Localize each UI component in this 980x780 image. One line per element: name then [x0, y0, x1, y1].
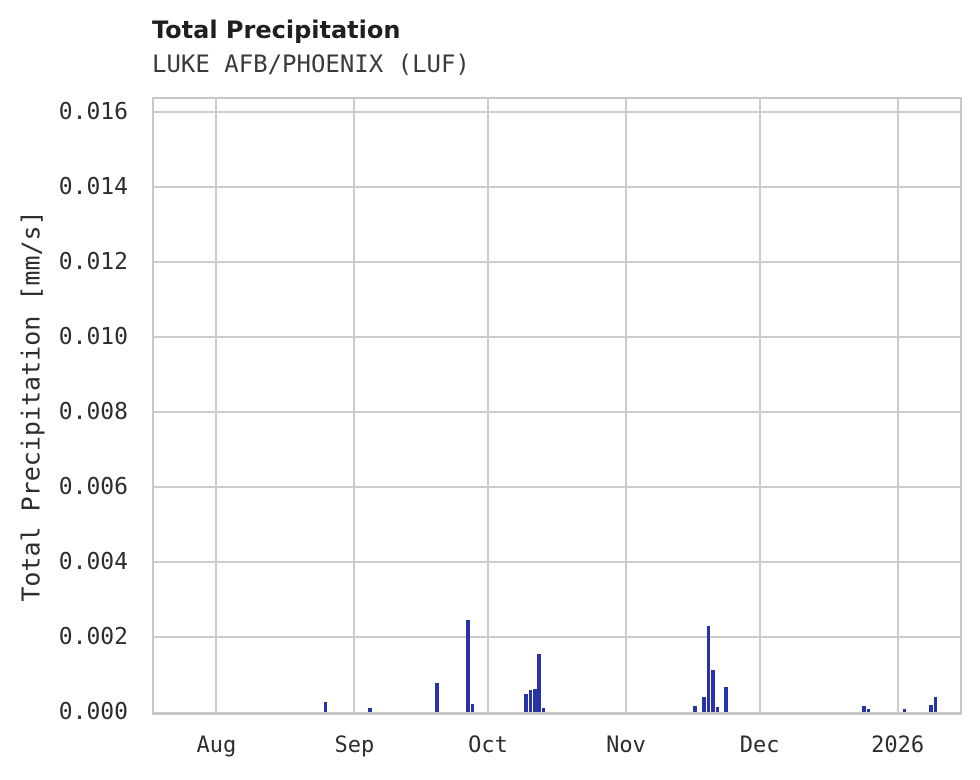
chart-subtitle: LUKE AFB/PHOENIX (LUF) — [152, 50, 470, 78]
gridline-y — [154, 411, 960, 414]
precip-bar — [537, 653, 541, 712]
precip-bar — [368, 707, 372, 712]
gridline-y — [154, 486, 960, 489]
gridline-y — [154, 186, 960, 189]
chart-title: Total Precipitation — [152, 16, 401, 44]
precip-bar — [524, 694, 528, 712]
precip-bar — [693, 706, 697, 712]
y-tick-label: 0.000 — [58, 699, 128, 725]
precip-bar — [434, 683, 439, 712]
gridline-x — [353, 99, 356, 712]
y-tick-label: 0.008 — [58, 399, 128, 426]
gridline-x — [215, 99, 218, 712]
x-tick-label: Aug — [196, 733, 237, 758]
precip-bar — [466, 619, 470, 712]
precip-bar — [724, 687, 728, 712]
y-tick-label: 0.014 — [58, 174, 128, 201]
y-tick-label: 0.012 — [58, 249, 128, 276]
x-tick-label: 2026 — [871, 733, 925, 758]
x-tick-label: Dec — [739, 733, 780, 758]
precip-bar — [323, 701, 328, 712]
gridline-x — [625, 99, 628, 712]
gridline-y — [154, 561, 960, 564]
precip-bar — [532, 688, 537, 712]
precip-bar — [715, 707, 720, 712]
precip-bar — [862, 706, 867, 712]
precip-bar — [706, 626, 711, 712]
y-tick-label: 0.006 — [58, 474, 128, 501]
precip-bar — [933, 697, 938, 712]
gridline-y — [154, 261, 960, 264]
y-tick-label: 0.004 — [58, 549, 128, 576]
precip-bar — [541, 707, 546, 712]
gridline-y — [154, 636, 960, 639]
gridline-y — [154, 111, 960, 114]
x-tick-label: Nov — [606, 733, 646, 758]
precip-bar — [902, 709, 907, 712]
precip-bar — [711, 669, 715, 712]
gridline-y — [154, 336, 960, 339]
gridline-x — [896, 99, 899, 712]
x-tick-label: Oct — [468, 733, 508, 758]
precip-bar — [929, 705, 933, 712]
gridline-x — [758, 99, 761, 712]
precip-bar — [702, 697, 706, 712]
x-tick-label: Sep — [334, 733, 375, 758]
precip-bar — [866, 709, 871, 712]
y-tick-label: 0.002 — [58, 624, 128, 651]
precip-bar — [528, 690, 533, 712]
y-tick-label: 0.010 — [58, 324, 128, 351]
y-tick-label: 0.016 — [58, 99, 128, 126]
precip-bar — [470, 704, 475, 712]
plot-area — [152, 97, 962, 715]
gridline-x — [486, 99, 489, 712]
